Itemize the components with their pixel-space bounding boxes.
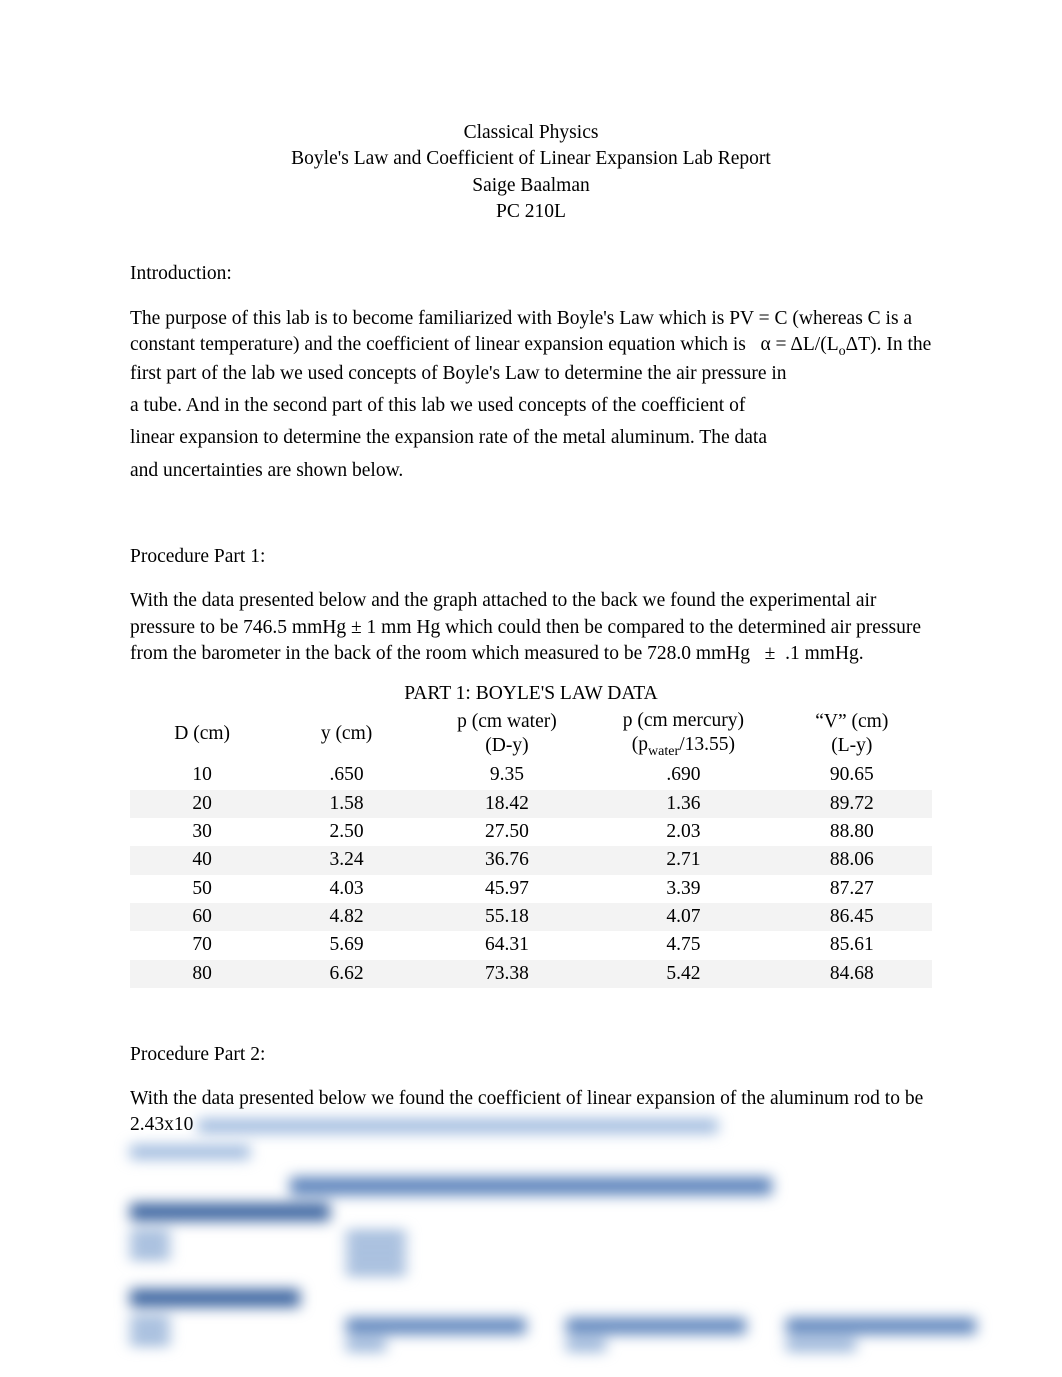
cell-y: 5.69: [274, 931, 418, 959]
intro-heading: Introduction:: [130, 261, 932, 287]
col-header-y: y (cm): [274, 708, 418, 762]
col-header-pmercury-top: p (cm mercury): [595, 709, 771, 733]
cell-y: 2.50: [274, 818, 418, 846]
cell-pw: 55.18: [419, 903, 595, 931]
cell-pm: 1.36: [595, 790, 771, 818]
col-header-pwater-top: p (cm water): [419, 710, 595, 734]
title-author: Saige Baalman: [130, 173, 932, 199]
cell-pm: 5.42: [595, 960, 771, 988]
intro-line3: a tube. And in the second part of this l…: [130, 393, 932, 419]
cell-y: .650: [274, 761, 418, 789]
cell-V: 86.45: [772, 903, 932, 931]
title-block: Classical Physics Boyle's Law and Coeffi…: [130, 120, 932, 225]
cell-D: 40: [130, 846, 274, 874]
intro-line4: linear expansion to determine the expans…: [130, 425, 932, 451]
intro-text-start: The purpose of this lab is to become fam…: [130, 308, 912, 355]
cell-y: 3.24: [274, 846, 418, 874]
table-header-row: D (cm) y (cm) p (cm water) (D-y) p (cm m…: [130, 708, 932, 762]
col-header-V: “V” (cm) (L-y): [772, 708, 932, 762]
cell-pm: 2.03: [595, 818, 771, 846]
table-row: 70 5.69 64.31 4.75 85.61: [130, 931, 932, 959]
cell-D: 20: [130, 790, 274, 818]
cell-pm: 4.07: [595, 903, 771, 931]
table-body: 10 .650 9.35 .690 90.65 20 1.58 18.42 1.…: [130, 761, 932, 988]
intro-paragraph: The purpose of this lab is to become fam…: [130, 306, 932, 387]
intro-line5: and uncertainties are shown below.: [130, 458, 932, 484]
cell-y: 4.82: [274, 903, 418, 931]
cell-D: 70: [130, 931, 274, 959]
cell-D: 50: [130, 875, 274, 903]
cell-pw: 73.38: [419, 960, 595, 988]
cell-V: 87.27: [772, 875, 932, 903]
title-report: Boyle's Law and Coefficient of Linear Ex…: [130, 146, 932, 172]
cell-pw: 45.97: [419, 875, 595, 903]
cell-D: 30: [130, 818, 274, 846]
col-header-pmercury-bot: (pwater/13.55): [595, 733, 771, 760]
pm-post: /13.55): [679, 734, 735, 755]
table-row: 20 1.58 18.42 1.36 89.72: [130, 790, 932, 818]
cell-D: 60: [130, 903, 274, 931]
cell-pm: .690: [595, 761, 771, 789]
cell-pm: 4.75: [595, 931, 771, 959]
procedure2-heading: Procedure Part 2:: [130, 1042, 932, 1068]
intro-subscript-o: o: [839, 343, 846, 359]
table-row: 80 6.62 73.38 5.42 84.68: [130, 960, 932, 988]
table1-title: PART 1: BOYLE'S LAW DATA: [130, 681, 932, 707]
col-header-pwater: p (cm water) (D-y): [419, 708, 595, 762]
cell-pw: 18.42: [419, 790, 595, 818]
table-row: 60 4.82 55.18 4.07 86.45: [130, 903, 932, 931]
boyles-law-table: D (cm) y (cm) p (cm water) (D-y) p (cm m…: [130, 708, 932, 988]
col-header-pmercury: p (cm mercury) (pwater/13.55): [595, 708, 771, 762]
cell-y: 6.62: [274, 960, 418, 988]
cell-pw: 9.35: [419, 761, 595, 789]
table-row: 40 3.24 36.76 2.71 88.06: [130, 846, 932, 874]
cell-V: 88.06: [772, 846, 932, 874]
cell-D: 10: [130, 761, 274, 789]
cell-V: 89.72: [772, 790, 932, 818]
cell-D: 80: [130, 960, 274, 988]
procedure2-paragraph: With the data presented below we found t…: [130, 1086, 932, 1139]
col-header-V-top: “V” (cm): [772, 710, 932, 734]
cell-pw: 64.31: [419, 931, 595, 959]
procedure1-heading: Procedure Part 1:: [130, 544, 932, 570]
cell-V: 84.68: [772, 960, 932, 988]
cell-V: 85.61: [772, 931, 932, 959]
pm-pre: (p: [632, 734, 648, 755]
cell-pm: 2.71: [595, 846, 771, 874]
table-row: 30 2.50 27.50 2.03 88.80: [130, 818, 932, 846]
pm-sub: water: [648, 743, 679, 759]
blurred-continuation: [198, 1114, 718, 1135]
table-row: 10 .650 9.35 .690 90.65: [130, 761, 932, 789]
title-code: PC 210L: [130, 199, 932, 225]
col-header-D: D (cm): [130, 708, 274, 762]
col-header-pwater-bot: (D-y): [419, 734, 595, 758]
cell-y: 1.58: [274, 790, 418, 818]
col-header-V-bot: (L-y): [772, 734, 932, 758]
cell-y: 4.03: [274, 875, 418, 903]
procedure1-paragraph: With the data presented below and the gr…: [130, 588, 932, 667]
table-row: 50 4.03 45.97 3.39 87.27: [130, 875, 932, 903]
blurred-content: [130, 1145, 932, 1355]
cell-pw: 27.50: [419, 818, 595, 846]
cell-pw: 36.76: [419, 846, 595, 874]
cell-pm: 3.39: [595, 875, 771, 903]
cell-V: 88.80: [772, 818, 932, 846]
title-course: Classical Physics: [130, 120, 932, 146]
cell-V: 90.65: [772, 761, 932, 789]
